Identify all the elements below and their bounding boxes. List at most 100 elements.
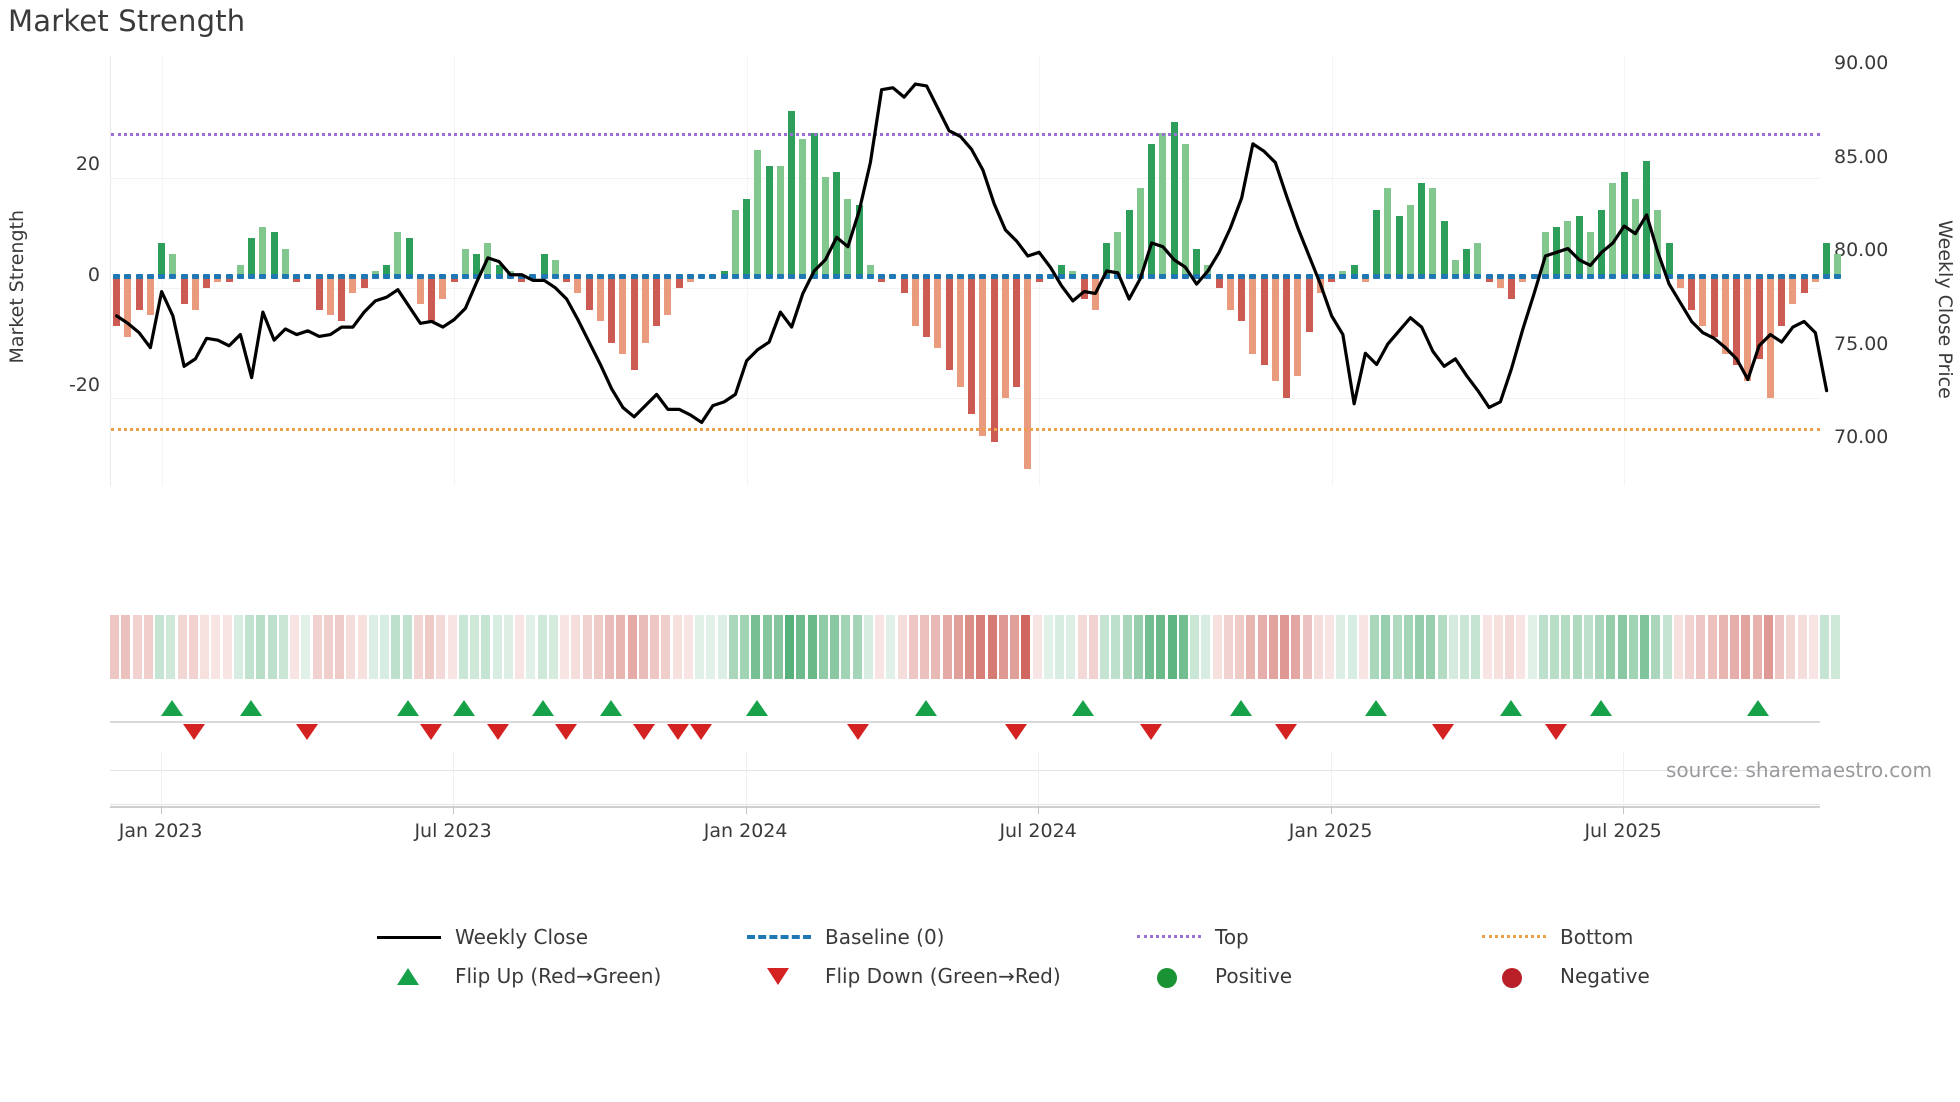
- strength-bar: [1665, 243, 1673, 277]
- heatmap-cell: [1696, 615, 1706, 679]
- x-tick-mark: [745, 806, 747, 814]
- baseline-marker: [844, 274, 852, 279]
- baseline-marker: [270, 274, 278, 279]
- strength-bar: [754, 149, 762, 277]
- baseline-marker: [416, 274, 424, 279]
- baseline-marker: [664, 274, 672, 279]
- baseline-marker: [1429, 274, 1437, 279]
- heatmap-cell: [1505, 615, 1515, 679]
- legend-item[interactable]: Baseline (0): [745, 925, 944, 949]
- baseline-marker: [1755, 274, 1763, 279]
- heatmap-cell: [1212, 615, 1222, 679]
- baseline-marker: [1508, 274, 1516, 279]
- baseline-marker: [259, 274, 267, 279]
- strength-bar: [1035, 276, 1043, 282]
- heatmap-cell: [1358, 615, 1368, 679]
- heatmap-cell: [1628, 615, 1638, 679]
- strength-bar: [911, 276, 919, 327]
- strength-bar: [293, 276, 301, 282]
- baseline-marker: [1418, 274, 1426, 279]
- flip-up-marker: [1072, 700, 1095, 716]
- legend-item[interactable]: Flip Up (Red→Green): [375, 964, 661, 988]
- heatmap-cell: [1685, 615, 1695, 679]
- baseline-marker: [338, 274, 346, 279]
- heatmap-cell: [1246, 615, 1256, 679]
- baseline-marker: [180, 274, 188, 279]
- strength-bar: [1305, 276, 1313, 332]
- legend-item[interactable]: Positive: [1135, 964, 1292, 988]
- baseline-marker: [1283, 274, 1291, 279]
- heatmap-cell: [1291, 615, 1301, 679]
- strength-bar: [225, 276, 233, 282]
- x-tick-label: Jan 2024: [703, 820, 788, 842]
- heatmap-cell: [323, 615, 333, 679]
- heatmap-cell: [245, 615, 255, 679]
- strength-bar: [259, 226, 267, 277]
- heatmap-cell: [188, 615, 198, 679]
- baseline-marker: [1316, 274, 1324, 279]
- heatmap-cell: [357, 615, 367, 679]
- strength-bar: [844, 199, 852, 277]
- heatmap-cell: [1392, 615, 1402, 679]
- strength-bar: [596, 276, 604, 321]
- baseline-marker: [1350, 274, 1358, 279]
- heatmap-cell: [1190, 615, 1200, 679]
- strength-bar: [146, 276, 154, 316]
- legend-item[interactable]: Negative: [1480, 964, 1650, 988]
- baseline-marker: [1665, 274, 1673, 279]
- strength-bar: [1519, 276, 1527, 282]
- strength-bar: [1294, 276, 1302, 376]
- heatmap-cell: [391, 615, 401, 679]
- baseline-marker: [1721, 274, 1729, 279]
- x-tick-mark: [1623, 806, 1625, 814]
- flip-up-marker: [1747, 700, 1770, 716]
- heatmap-cell: [593, 615, 603, 679]
- heatmap-cell: [1640, 615, 1650, 679]
- baseline-marker: [1631, 274, 1639, 279]
- strength-bar: [428, 276, 436, 321]
- legend-item[interactable]: Flip Down (Green→Red): [745, 964, 1061, 988]
- heatmap-cell: [1448, 615, 1458, 679]
- legend-item[interactable]: Weekly Close: [375, 925, 588, 949]
- legend-item[interactable]: Top: [1135, 925, 1249, 949]
- heatmap-cell: [1021, 615, 1031, 679]
- baseline-marker: [968, 274, 976, 279]
- flip-down-marker: [487, 724, 510, 740]
- heatmap-cell: [1100, 615, 1110, 679]
- heatmap-cell: [413, 615, 423, 679]
- y-right-tick-label: 80.00: [1834, 239, 1889, 262]
- flip-down-marker: [1544, 724, 1567, 740]
- baseline-marker: [1811, 274, 1819, 279]
- baseline-marker: [1609, 274, 1617, 279]
- strength-bar: [630, 276, 638, 371]
- heatmap-cell: [1066, 615, 1076, 679]
- heatmap-cell: [1651, 615, 1661, 679]
- heatmap-cell: [1437, 615, 1447, 679]
- baseline-marker: [1643, 274, 1651, 279]
- baseline-marker: [574, 274, 582, 279]
- strength-bar: [439, 276, 447, 299]
- strength-bar: [563, 276, 571, 282]
- baseline-marker: [1688, 274, 1696, 279]
- legend-swatch: [745, 926, 813, 948]
- heatmap-cell: [346, 615, 356, 679]
- gridline: [111, 398, 1820, 399]
- legend-item[interactable]: Bottom: [1480, 925, 1633, 949]
- baseline-marker: [1249, 274, 1257, 279]
- baseline-marker: [731, 274, 739, 279]
- heatmap-cell: [526, 615, 536, 679]
- strength-bar: [675, 276, 683, 288]
- baseline-marker: [1001, 274, 1009, 279]
- strength-bar: [1463, 248, 1471, 277]
- baseline-marker: [1080, 274, 1088, 279]
- positive-dot-icon: [1157, 968, 1177, 988]
- strength-bar: [1429, 188, 1437, 277]
- baseline-marker: [653, 274, 661, 279]
- baseline-marker: [169, 274, 177, 279]
- strength-bar: [495, 265, 503, 277]
- heatmap-cell: [796, 615, 806, 679]
- strength-bar: [990, 276, 998, 442]
- flip-down-marker: [295, 724, 318, 740]
- baseline-marker: [833, 274, 841, 279]
- strength-bar: [934, 276, 942, 349]
